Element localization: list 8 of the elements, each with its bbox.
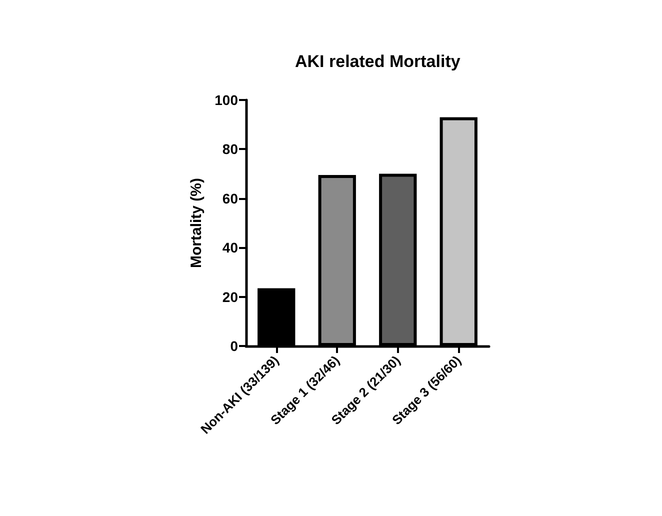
y-axis-title: Mortality (%): [188, 178, 205, 268]
y-tick-label: 20: [222, 288, 238, 305]
y-tick-label: 0: [230, 338, 238, 354]
chart-title: AKI related Mortality: [295, 52, 461, 71]
y-tick-label: 40: [222, 240, 238, 256]
y-tick-label: 100: [214, 92, 238, 108]
y-tick-label: 60: [222, 190, 238, 206]
y-tick-label: 80: [222, 141, 238, 158]
